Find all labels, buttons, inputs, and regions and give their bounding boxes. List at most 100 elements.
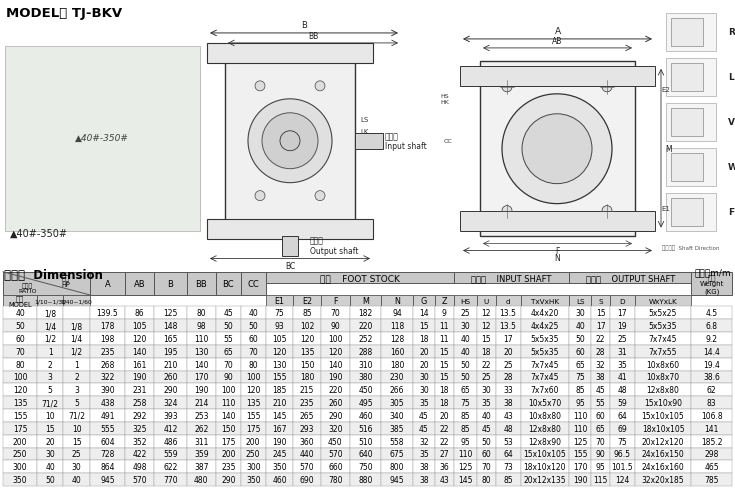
Text: 32: 32 [419, 437, 429, 446]
Text: 322: 322 [100, 373, 115, 382]
Bar [321, 473, 350, 486]
Text: 95: 95 [461, 437, 470, 446]
Bar [154, 409, 187, 422]
Text: 293: 293 [300, 424, 315, 433]
Bar [520, 384, 569, 396]
Text: 288: 288 [359, 347, 373, 356]
Text: 20: 20 [503, 347, 513, 356]
Bar [3, 272, 90, 295]
Bar [3, 358, 37, 371]
Bar [37, 371, 63, 384]
Bar [435, 332, 453, 345]
Text: BC: BC [285, 261, 295, 270]
Bar [350, 396, 381, 409]
Bar [63, 396, 90, 409]
Text: 75: 75 [461, 398, 470, 407]
Text: 180: 180 [390, 360, 404, 369]
Bar [90, 396, 125, 409]
Bar [610, 422, 635, 435]
Bar [90, 371, 125, 384]
Text: 90: 90 [331, 322, 340, 330]
Bar [592, 358, 610, 371]
Text: 40: 40 [481, 411, 491, 420]
Text: 45: 45 [419, 424, 429, 433]
Circle shape [255, 81, 265, 92]
Bar [453, 332, 477, 345]
Text: 7x7x55: 7x7x55 [649, 347, 677, 356]
Text: 35: 35 [419, 449, 429, 459]
Bar [241, 422, 266, 435]
Bar [266, 320, 293, 332]
Bar [381, 460, 413, 473]
Bar [266, 409, 293, 422]
Text: 出力軸    OUTPUT SHAFT: 出力軸 OUTPUT SHAFT [586, 273, 675, 283]
Text: 200: 200 [221, 449, 235, 459]
Text: 393: 393 [163, 411, 178, 420]
Text: 單位：m/m: 單位：m/m [695, 268, 731, 277]
Text: 15x10x105: 15x10x105 [523, 449, 566, 459]
Text: 311: 311 [194, 437, 209, 446]
Text: 170: 170 [194, 373, 209, 382]
Bar [460, 211, 655, 231]
Bar [592, 345, 610, 358]
Text: 腳座    FOOT STOCK: 腳座 FOOT STOCK [320, 273, 400, 283]
Bar [666, 14, 716, 52]
Text: LS: LS [360, 117, 368, 122]
Text: 258: 258 [132, 398, 147, 407]
Bar [477, 422, 495, 435]
Text: 491: 491 [100, 411, 115, 420]
Bar [477, 345, 495, 358]
Bar [37, 435, 63, 447]
Text: 1/2: 1/2 [44, 334, 57, 343]
Bar [321, 460, 350, 473]
Bar [125, 447, 154, 460]
Text: 660: 660 [328, 462, 343, 471]
Text: F: F [728, 208, 734, 217]
Text: 167: 167 [272, 424, 287, 433]
Bar [381, 409, 413, 422]
Text: F: F [556, 246, 559, 255]
Text: 298: 298 [704, 449, 719, 459]
Bar [321, 384, 350, 396]
Text: 190: 190 [194, 386, 209, 394]
Bar [592, 460, 610, 473]
Bar [37, 396, 63, 409]
Text: 65: 65 [223, 347, 233, 356]
Bar [154, 447, 187, 460]
Text: A: A [104, 279, 110, 288]
Bar [692, 396, 732, 409]
Bar [154, 358, 187, 371]
Text: M: M [665, 144, 672, 153]
Bar [381, 384, 413, 396]
Text: 13.5: 13.5 [500, 309, 517, 318]
Bar [381, 371, 413, 384]
Text: 675: 675 [390, 449, 404, 459]
Bar [90, 272, 125, 295]
Text: 558: 558 [390, 437, 404, 446]
Bar [435, 422, 453, 435]
Bar [350, 422, 381, 435]
Bar [241, 332, 266, 345]
Text: 120: 120 [13, 386, 27, 394]
Bar [477, 473, 495, 486]
Bar [635, 295, 692, 307]
Text: 14: 14 [419, 309, 429, 318]
Bar [3, 332, 37, 345]
Text: D: D [620, 298, 625, 304]
Bar [241, 396, 266, 409]
Text: 35: 35 [419, 398, 429, 407]
Bar [413, 422, 435, 435]
Text: 4x4x25: 4x4x25 [531, 322, 559, 330]
Text: 305: 305 [390, 398, 404, 407]
Bar [635, 473, 692, 486]
Text: 22: 22 [440, 437, 449, 446]
Bar [435, 460, 453, 473]
Bar [63, 422, 90, 435]
Bar [321, 358, 350, 371]
Text: 510: 510 [358, 437, 373, 446]
Text: Z: Z [442, 297, 447, 305]
Bar [63, 473, 90, 486]
Bar [216, 422, 241, 435]
Text: 440: 440 [300, 449, 315, 459]
Bar [216, 307, 241, 320]
